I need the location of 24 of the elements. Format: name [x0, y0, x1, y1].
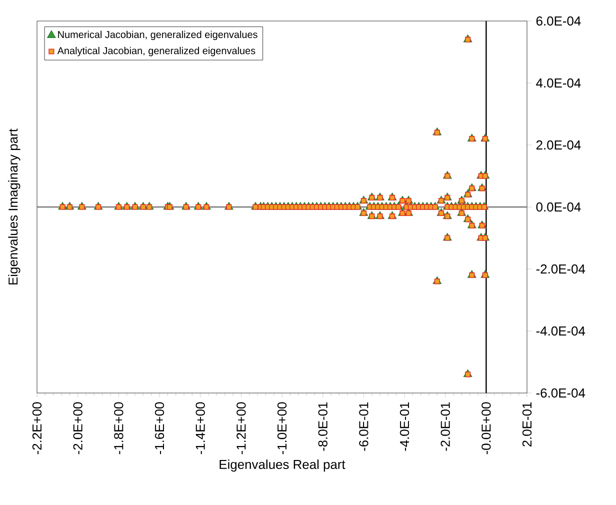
- y-axis-title: Eigenvalues Imaginary part: [8, 128, 20, 284]
- x-tick-label: -6.0E-01: [359, 402, 368, 451]
- y-tick-label: -4.0E-04: [536, 326, 586, 336]
- x-tick-label: -2.0E+00: [73, 402, 82, 454]
- x-tick-label: -8.0E-01: [318, 402, 328, 451]
- x-axis-title: Eigenvalues Real part: [220, 460, 346, 472]
- x-tick-label: -2.2E+00: [32, 402, 42, 454]
- x-tick-label: 2.0E-01: [522, 402, 532, 446]
- legend-label: Analytical Jacobian, generalized eigenvalues: [57, 46, 256, 56]
- x-tick-label: -1.2E+00: [236, 402, 246, 454]
- x-tick-label: -0.0E+00: [482, 402, 491, 454]
- y-tick-label: 2.0E-04: [536, 140, 581, 150]
- y-tick-label: 0.0E-04: [536, 202, 581, 212]
- y-tick-label: 4.0E-04: [536, 78, 581, 88]
- x-tick-label: -2.0E-01: [440, 402, 450, 451]
- x-tick-label: -1.4E+00: [196, 402, 205, 454]
- y-tick-label: -2.0E-04: [536, 264, 586, 274]
- y-tick-label: 6.0E-04: [536, 16, 581, 26]
- x-tick-label: -1.8E+00: [114, 402, 124, 454]
- x-tick-label: -1.6E+00: [154, 402, 164, 454]
- y-tick-label: -6.0E-04: [536, 388, 586, 398]
- legend-label: Numerical Jacobian, generalized eigenvalues: [58, 30, 258, 40]
- x-tick-label: -4.0E-01: [400, 402, 410, 451]
- x-tick-label: -1.0E+00: [277, 402, 287, 454]
